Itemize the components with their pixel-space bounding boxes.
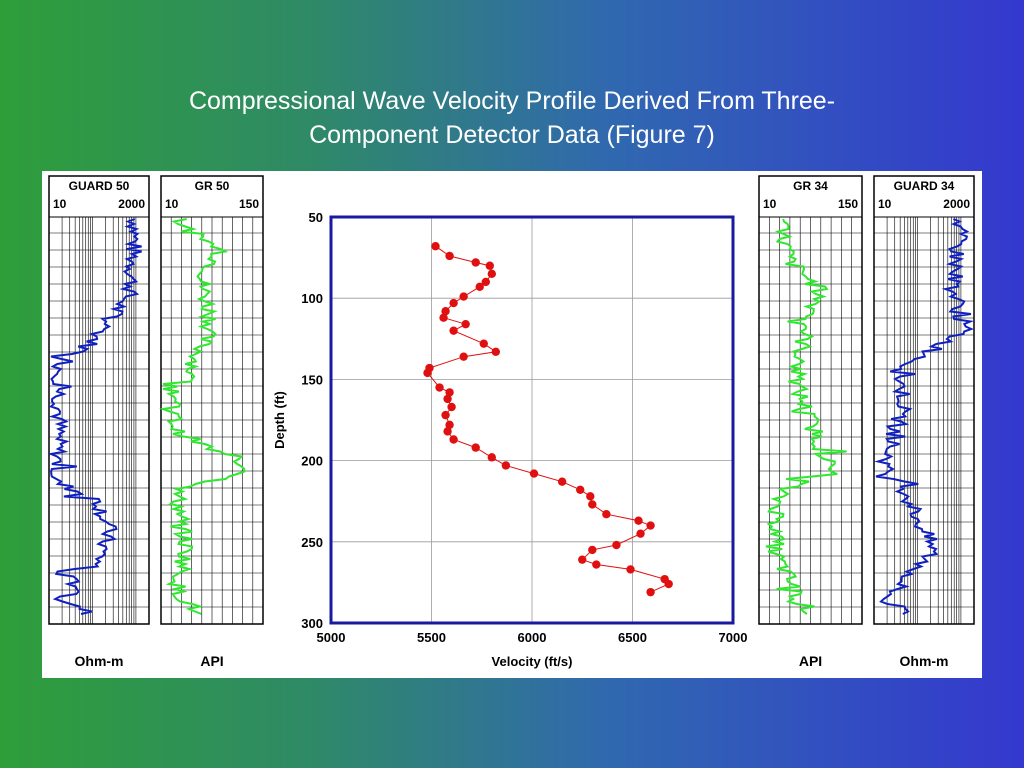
- y-tick-label: 150: [301, 372, 323, 387]
- log-curve: [765, 218, 847, 615]
- velocity-data-point: [471, 258, 480, 267]
- log-curve: [47, 218, 142, 615]
- y-tick-label: 200: [301, 454, 323, 469]
- velocity-data-point: [461, 319, 470, 329]
- velocity-data-point: [646, 521, 655, 530]
- velocity-data-point: [586, 492, 595, 501]
- x-tick-label: 6000: [518, 630, 547, 645]
- velocity-data-point: [459, 352, 468, 361]
- velocity-data-point: [588, 500, 597, 509]
- log-unit-label: Ohm-m: [900, 653, 949, 669]
- slide-title-line-2: Component Detector Data (Figure 7): [309, 121, 715, 149]
- velocity-data-point: [471, 443, 480, 452]
- velocity-data-point: [445, 388, 454, 397]
- log-title: GUARD 34: [894, 179, 955, 193]
- velocity-data-point: [445, 251, 454, 261]
- velocity-data-point: [443, 427, 452, 436]
- log-scale-min: 10: [165, 197, 179, 211]
- velocity-data-point: [435, 383, 444, 392]
- log-title: GR 50: [195, 179, 230, 193]
- log-title: GUARD 50: [69, 179, 130, 193]
- log-scale-min: 10: [763, 197, 777, 211]
- velocity-data-point: [501, 461, 511, 470]
- x-tick-label: 7000: [719, 630, 748, 645]
- velocity-data-point: [576, 485, 585, 495]
- velocity-series-line: [426, 245, 670, 593]
- velocity-data-point: [449, 435, 458, 444]
- velocity-data-point: [441, 410, 450, 420]
- velocity-data-point: [449, 298, 458, 308]
- slide-title: Compressional Wave Velocity Profile Deri…: [60, 84, 964, 152]
- log-unit-label: API: [799, 653, 822, 669]
- velocity-data-point: [602, 509, 611, 519]
- x-tick-label: 5000: [317, 630, 346, 645]
- log-scale-min: 10: [878, 197, 892, 211]
- velocity-data-point: [646, 587, 655, 597]
- velocity-data-point: [487, 453, 496, 462]
- log-scale-min: 10: [53, 197, 67, 211]
- log-track-gr50: GR 50 10 150 API: [159, 175, 264, 669]
- velocity-data-point: [636, 529, 645, 538]
- velocity-data-point: [664, 579, 673, 589]
- velocity-data-point: [475, 282, 484, 292]
- y-tick-label: 250: [301, 535, 323, 550]
- velocity-data-point: [447, 402, 456, 412]
- figure-panel: GUARD 50 10 2000 Ohm-m GR 50 10 150 API GR 34 10 1…: [42, 171, 982, 678]
- velocity-data-point: [487, 269, 496, 279]
- velocity-data-point: [479, 339, 488, 348]
- slide-title-line-1: Compressional Wave Velocity Profile Deri…: [188, 87, 836, 115]
- velocity-data-point: [485, 261, 494, 270]
- velocity-data-point: [557, 477, 567, 486]
- velocity-data-point: [481, 277, 490, 287]
- plot-frame: [329, 215, 735, 625]
- velocity-data-point: [588, 545, 597, 555]
- velocity-data-point: [529, 469, 539, 478]
- x-axis-label: Velocity (ft/s): [492, 654, 573, 669]
- velocity-data-point: [491, 347, 501, 356]
- velocity-data-point: [431, 242, 440, 251]
- velocity-data-point: [592, 560, 601, 569]
- velocity-data-point: [445, 420, 454, 430]
- x-tick-label: 6500: [618, 630, 647, 645]
- y-tick-label: 300: [301, 616, 323, 631]
- velocity-data-point: [578, 555, 587, 564]
- log-unit-label: API: [200, 653, 223, 669]
- velocity-data-point: [459, 292, 468, 301]
- velocity-data-point: [423, 368, 432, 378]
- log-curve: [159, 218, 246, 615]
- velocity-data-point: [634, 516, 643, 525]
- y-axis-label: Depth (ft): [272, 391, 287, 449]
- y-tick-label: 50: [309, 210, 323, 225]
- velocity-data-point: [626, 565, 635, 574]
- x-tick-label: 5500: [417, 630, 446, 645]
- log-scale-max: 2000: [943, 197, 970, 211]
- velocity-data-point: [612, 540, 621, 550]
- log-track-gr34: GR 34 10 150 API: [758, 175, 863, 669]
- log-track-frame: [873, 175, 975, 625]
- log-title: GR 34: [793, 179, 828, 193]
- velocity-data-point: [439, 313, 448, 322]
- y-tick-label: 100: [301, 291, 323, 306]
- log-unit-label: Ohm-m: [75, 653, 124, 669]
- velocity-data-point: [441, 306, 450, 316]
- velocity-plot: 5000 5500 6000 6500 7000 50 100 150 200 250 300 Vel…: [272, 210, 747, 669]
- log-curve: [874, 218, 975, 615]
- log-scale-max: 150: [838, 197, 858, 211]
- log-scale-max: 150: [239, 197, 259, 211]
- velocity-data-point: [449, 326, 458, 335]
- log-scale-max: 2000: [118, 197, 145, 211]
- velocity-data-point: [443, 394, 452, 404]
